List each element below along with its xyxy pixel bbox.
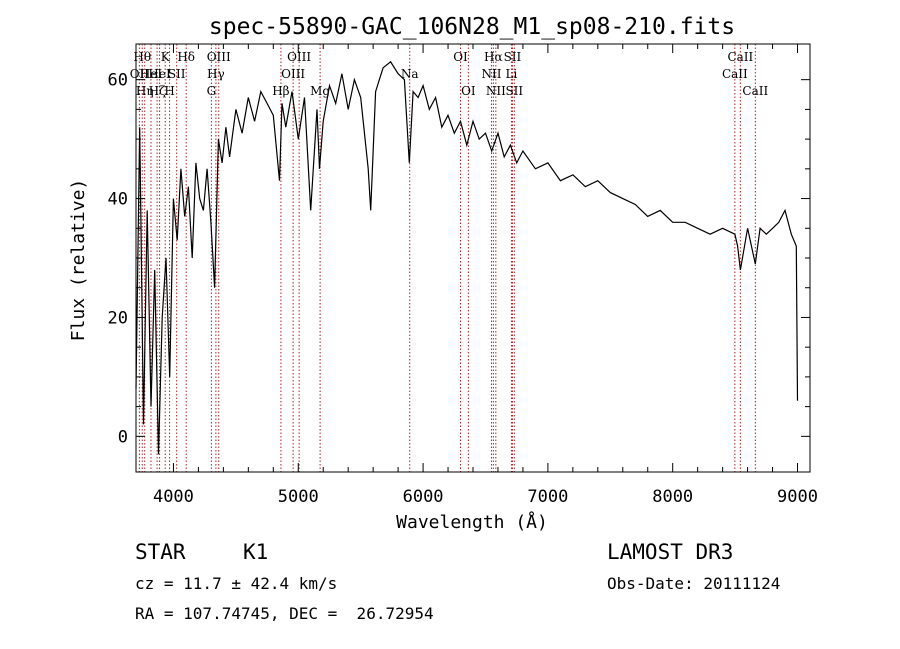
line-label-20: NII (481, 67, 501, 81)
y-tick-label-0: 0 (118, 427, 128, 447)
line-label-16: Mg (310, 84, 330, 98)
x-tick-label-0: 4000 (153, 487, 194, 507)
line-label-11: Hγ (207, 67, 225, 81)
x-tick-label-5: 9000 (777, 487, 818, 507)
line-label-25: SII (505, 84, 523, 98)
y-tick-label-2: 40 (108, 190, 128, 210)
line-label-0: OII (130, 67, 150, 81)
object-class: STAR (135, 540, 186, 564)
x-tick-label-1: 5000 (278, 487, 319, 507)
line-label-17: Na (401, 67, 419, 81)
coordinates: RA = 107.74745, DEC = 26.72954 (135, 604, 434, 623)
line-label-2: Hη (136, 84, 154, 98)
survey-name: LAMOST DR3 (607, 540, 734, 564)
flux-series-line (135, 60, 799, 455)
object-subclass: K1 (243, 540, 269, 564)
observation-date: Obs-Date: 20111124 (607, 574, 781, 593)
axis-ticks (136, 44, 810, 472)
x-tick-label-3: 7000 (527, 487, 568, 507)
line-label-1: Hθ (133, 50, 151, 64)
line-label-27: CaII (727, 50, 753, 64)
line-label-28: CaII (742, 84, 768, 98)
spectral-line-markers (138, 44, 756, 472)
y-axis-label: Flux (relative) (68, 179, 89, 342)
axis-tick-labels: 4000 5000 6000 7000 8000 9000 0 20 40 60 (108, 71, 818, 507)
line-label-7: H (164, 84, 174, 98)
line-label-9: Hδ (177, 50, 195, 64)
line-label-18: OI (453, 50, 468, 64)
y-tick-label-3: 60 (108, 71, 128, 91)
line-label-26: CaII (722, 67, 748, 81)
line-label-6: K (161, 50, 171, 64)
redshift-velocity: cz = 11.7 ± 42.4 km/s (135, 574, 338, 593)
line-label-19: OI (461, 84, 476, 98)
x-tick-label-4: 8000 (652, 487, 693, 507)
line-label-22: NII (486, 84, 506, 98)
line-label-5: HeI (148, 67, 171, 81)
line-label-23: Li (506, 67, 518, 81)
line-label-8: SII (168, 67, 186, 81)
x-axis-label: Wavelength (Å) (396, 511, 548, 533)
y-tick-label-1: 20 (108, 308, 128, 328)
line-label-13: Hβ (272, 84, 289, 98)
line-label-12: OIII (207, 50, 231, 64)
chart-title: spec-55890-GAC_106N28_M1_sp08-210.fits (209, 14, 735, 40)
line-label-21: Hα (484, 50, 503, 64)
x-tick-label-2: 6000 (403, 487, 444, 507)
line-label-4: Hζ (149, 84, 166, 98)
spectral-line-labels: OII Hθ Hη HeI Hζ HeI K H SII Hδ G Hγ OIII Hβ OIII OIII M… (130, 50, 769, 98)
line-label-14: OIII (281, 67, 305, 81)
line-label-10: G (207, 84, 217, 98)
line-label-3: HeI (140, 67, 163, 81)
line-label-15: OIII (287, 50, 311, 64)
line-label-24: SII (504, 50, 522, 64)
plot-frame (135, 43, 811, 473)
